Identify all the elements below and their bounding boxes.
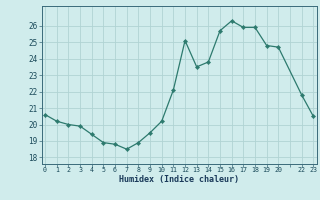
X-axis label: Humidex (Indice chaleur): Humidex (Indice chaleur) (119, 175, 239, 184)
